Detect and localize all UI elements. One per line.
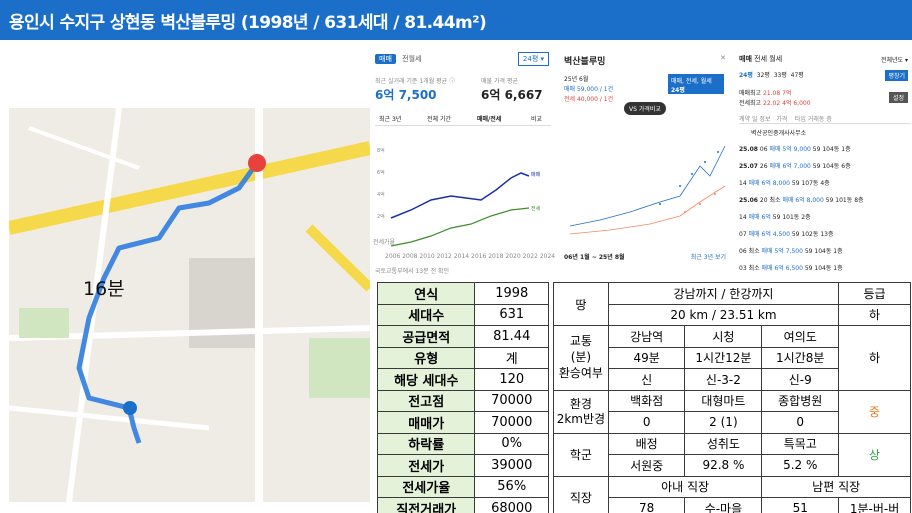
settings-button[interactable]: 설정 (888, 92, 908, 103)
compare-button[interactable]: VS 가격비교 (624, 102, 666, 115)
school-label: 학군 (553, 432, 609, 477)
tab-sale[interactable]: 매매 (375, 54, 396, 64)
table-row: 매매가 70000 (376, 411, 549, 434)
agent-name: 벽산공인중개사사무소 (751, 130, 807, 137)
title-banner: 용인시 수지구 상현동 벽산블루밍 (1998년 / 631세대 / 81.44… (0, 0, 912, 40)
table-row: 세대수 631 (376, 303, 549, 326)
table-row: 공급면적 81.44 (376, 325, 549, 348)
y-tick: 4억 (377, 191, 385, 198)
high-value: 21.08 7억 (763, 90, 792, 97)
recent-label: 최근 실거래 기준 1개월 평균 ⓘ (375, 78, 456, 85)
env-grade: 중 (838, 389, 911, 434)
table-row: 해당 세대수 120 (376, 368, 549, 391)
panel2-filter[interactable]: 매매, 전세, 월세 24평 (668, 74, 724, 94)
tab-sale[interactable]: 매매 (739, 55, 752, 63)
data-source: 국토교통부에서 13분 전 확인 (375, 268, 450, 275)
tab-monthly[interactable]: 월세 (769, 55, 783, 63)
transaction-scatter-chart (569, 145, 726, 235)
gangnam-header: 강남까지 / 한강까지 (607, 282, 840, 305)
table-row: 직전거래가 68000 (376, 497, 549, 513)
table-row: 전세가율 56% (376, 475, 549, 498)
list-item: 14 매매 6억 8,000 59 107동 4층 (739, 180, 830, 187)
size-tabs[interactable]: 24평 32평 33평 47평 (739, 72, 804, 79)
panel2-date: 25년 6월 (564, 76, 589, 83)
legend-sale: 매매 (531, 171, 541, 178)
high-label: 매매최고 (739, 90, 762, 97)
tab-jeonse[interactable]: 전세 (754, 55, 768, 63)
list-item: 07 매매 6억 4,500 59 102동 13층 (739, 231, 834, 238)
table-row: 전고점 70000 (376, 389, 549, 412)
high2-value: 22.02 4억 6,000 (763, 100, 811, 107)
y-tick: 8억 (377, 147, 385, 154)
summary-table: 연식 1998 세대수 631 공급면적 81.44 유형 계 해당 세대수 120 전고… (376, 282, 549, 513)
year-select[interactable]: 전체년도 ▾ (881, 57, 908, 64)
tab-jeonse[interactable]: 전월세 (402, 55, 422, 63)
price-history-chart: 8억 6억 4억 2억 매매 전세 (377, 147, 541, 247)
list-item: 25.06 20 최소 매매 6억 8,000 59 101동 8층 (739, 197, 864, 204)
panel2-jeonse: 전세 40,000 / 1건 (564, 96, 614, 103)
env-label: 환경 2km반경 (553, 389, 609, 434)
list-item: 25.08 06 매매 5억 9,000 59 104동 1층 (739, 146, 851, 153)
list-header: 계약 일 정보 가격 타입 거래동 층 (739, 114, 911, 124)
legend-jeonse: 전세 (531, 205, 541, 212)
list-item: 25.07 26 매매 6억 7,000 59 104동 6층 (739, 163, 851, 170)
y-tick: 2억 (377, 213, 385, 220)
travel-time-label: 16분 (83, 278, 125, 300)
school-grade: 상 (838, 432, 911, 477)
high2-label: 전세최고 (739, 100, 762, 107)
tab-sale-jeonse[interactable]: 매매/전세 (477, 116, 502, 123)
list-item: 06 최소 매매 5억 7,500 59 104동 1층 (739, 248, 843, 255)
table-row: 유형 계 (376, 346, 549, 369)
husband-job: 남편 직장 (761, 475, 911, 498)
table-row: 연식 1998 (376, 282, 549, 305)
ratio-label: 전세가율 (373, 239, 396, 246)
list-item: 03 최소 매매 6억 6,500 59 104동 1층 (739, 265, 843, 272)
grade-header: 등급 (838, 282, 911, 305)
x-axis-ticks: 2006 2008 2010 2012 2014 2016 2018 2020 … (385, 253, 555, 260)
traffic-grade: 하 (838, 325, 911, 391)
traffic-label: 교통 (분) 환승여부 (553, 325, 609, 391)
wife-job: 아내 직장 (607, 475, 763, 498)
tab-3y[interactable]: 최근 3년 (379, 116, 402, 123)
table-row: 하락률 0% (376, 432, 549, 455)
list-item: 14 매매 6억 59 101동 2층 (739, 214, 811, 221)
transaction-panel: 벽산블루밍 ✕ 25년 6월 매매 59,000 / 1건 전세 40,000 … (560, 46, 732, 266)
confirm-button[interactable]: 평창기 (885, 70, 908, 81)
tab-all[interactable]: 전체 기간 (427, 116, 451, 123)
ask-label: 매물 가격 평균 (481, 78, 518, 85)
tab-compare[interactable]: 비교 (531, 116, 543, 123)
page-title: 용인시 수지구 상현동 벽산블루밍 (1998년 / 631세대 / 81.44… (9, 13, 487, 33)
date-range: 06년 1월 ~ 25년 8월 (564, 254, 625, 261)
recent-3y-link[interactable]: 최근 3년 보기 (690, 254, 726, 261)
location-table: 땅 강남까지 / 한강까지 등급 20 km / 23.51 km 하 교통 (… (553, 282, 911, 513)
distance-value: 20 km / 23.51 km (607, 303, 840, 326)
panel2-title: 벽산블루밍 (564, 57, 606, 67)
y-tick: 6억 (377, 169, 385, 176)
recent-price: 6억 7,500 (375, 88, 437, 102)
route-map[interactable]: 16분 (9, 108, 370, 502)
price-panel: 매매 전월세 24평 ▾ 최근 실거래 기준 1개월 평균 ⓘ 6억 7,500… (371, 46, 555, 278)
distance-grade: 하 (838, 303, 911, 326)
ask-price: 6억 6,667 (481, 88, 543, 102)
job-label: 직장 (553, 475, 609, 513)
close-icon[interactable]: ✕ (720, 54, 726, 62)
table-row: 전세가 39000 (376, 454, 549, 477)
trade-rows: 25.08 06 매매 5억 9,000 59 104동 1층 25.07 26… (739, 144, 911, 280)
panel2-sale: 매매 59,000 / 1건 (564, 86, 614, 93)
trade-list-panel: 매매 전세 월세 전체년도 ▾ 24평 32평 33평 47평 평창기 매매최고… (737, 46, 912, 284)
size-select[interactable]: 24평 ▾ (517, 52, 549, 66)
land-label: 땅 (553, 282, 609, 326)
map-canvas (9, 108, 370, 502)
